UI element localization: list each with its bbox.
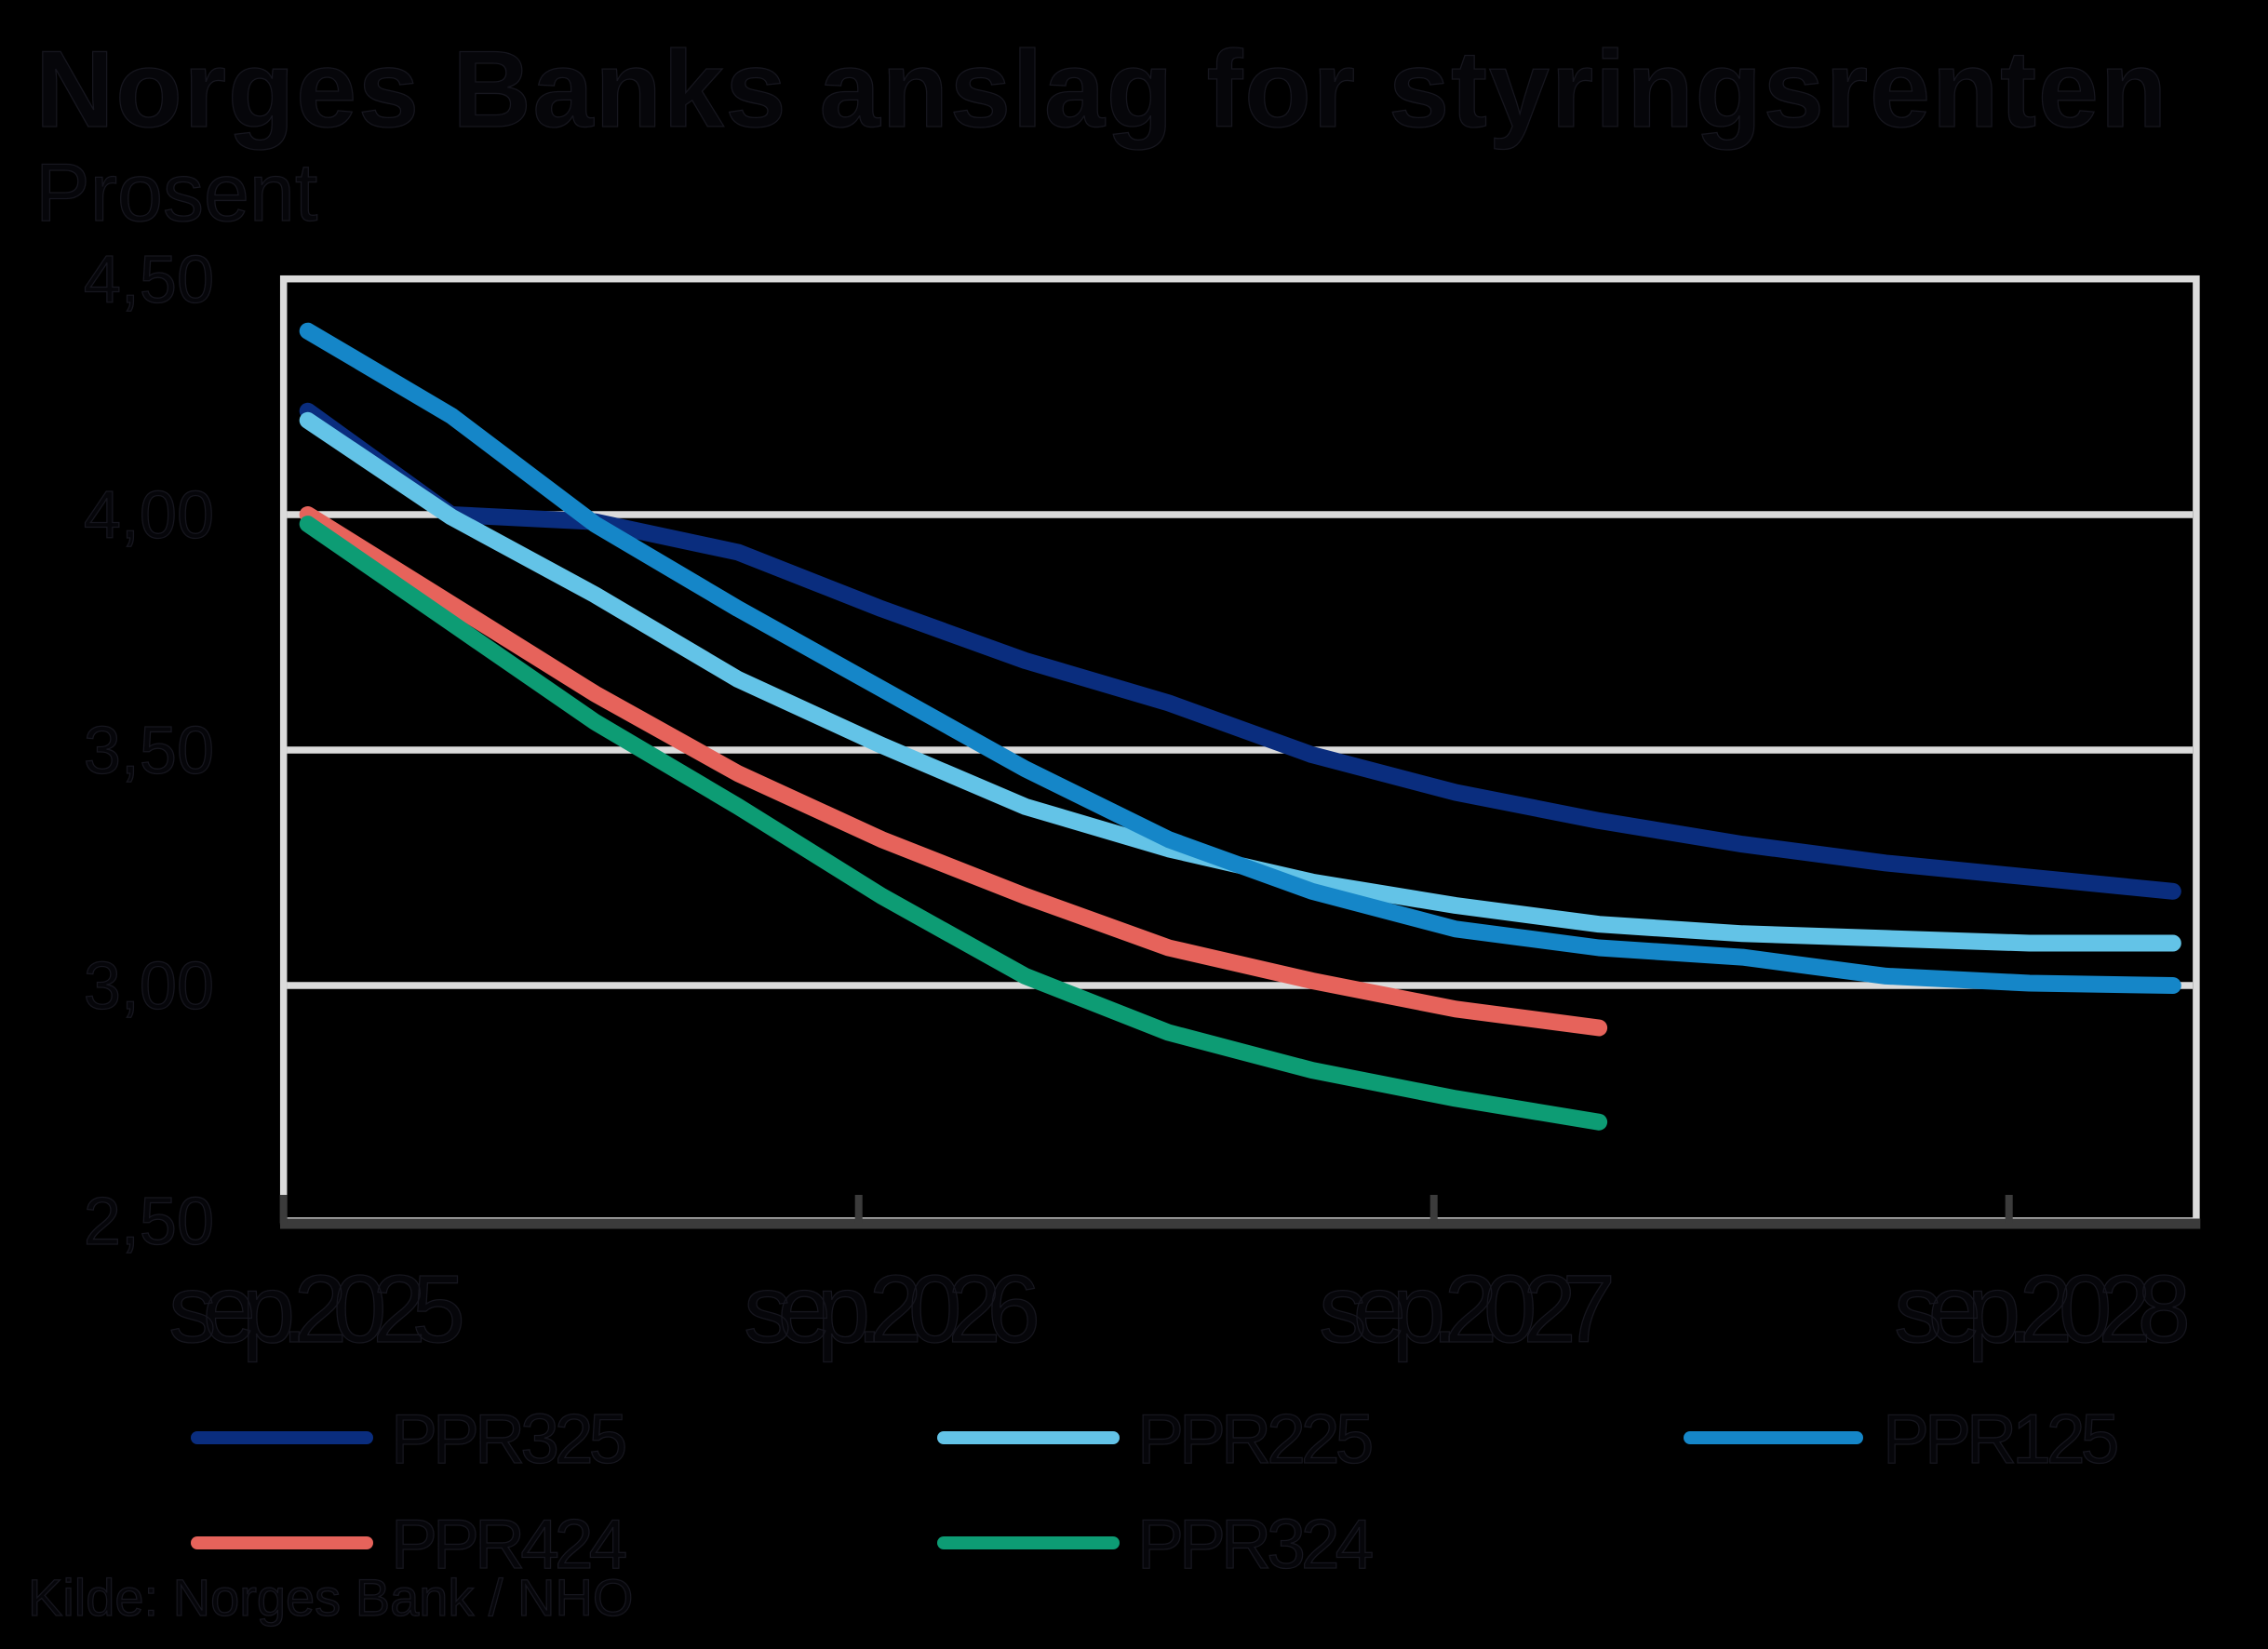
svg-text:3,00: 3,00 — [84, 949, 214, 1024]
svg-text:Prosent: Prosent — [35, 146, 317, 238]
svg-text:Norges Banks anslag for styrin: Norges Banks anslag for styringsrenten — [35, 28, 2168, 150]
svg-text:PPR125: PPR125 — [1883, 1400, 2117, 1478]
svg-text:PPR324: PPR324 — [1137, 1505, 1373, 1583]
svg-text:sep.2025: sep.2025 — [168, 1255, 462, 1362]
svg-text:sep.2028: sep.2028 — [1894, 1255, 2187, 1362]
svg-text:PPR325: PPR325 — [391, 1400, 625, 1478]
svg-text:PPR225: PPR225 — [1137, 1400, 1372, 1478]
svg-text:sep.2026: sep.2026 — [744, 1255, 1037, 1362]
svg-text:sep.2027: sep.2027 — [1319, 1255, 1612, 1362]
svg-text:2,50: 2,50 — [84, 1185, 214, 1259]
svg-text:PPR424: PPR424 — [391, 1505, 626, 1583]
svg-text:3,50: 3,50 — [84, 714, 214, 788]
svg-text:4,50: 4,50 — [84, 243, 214, 317]
svg-text:4,00: 4,00 — [84, 478, 214, 553]
svg-text:Kilde: Norges Bank / NHO: Kilde: Norges Bank / NHO — [28, 1568, 633, 1627]
